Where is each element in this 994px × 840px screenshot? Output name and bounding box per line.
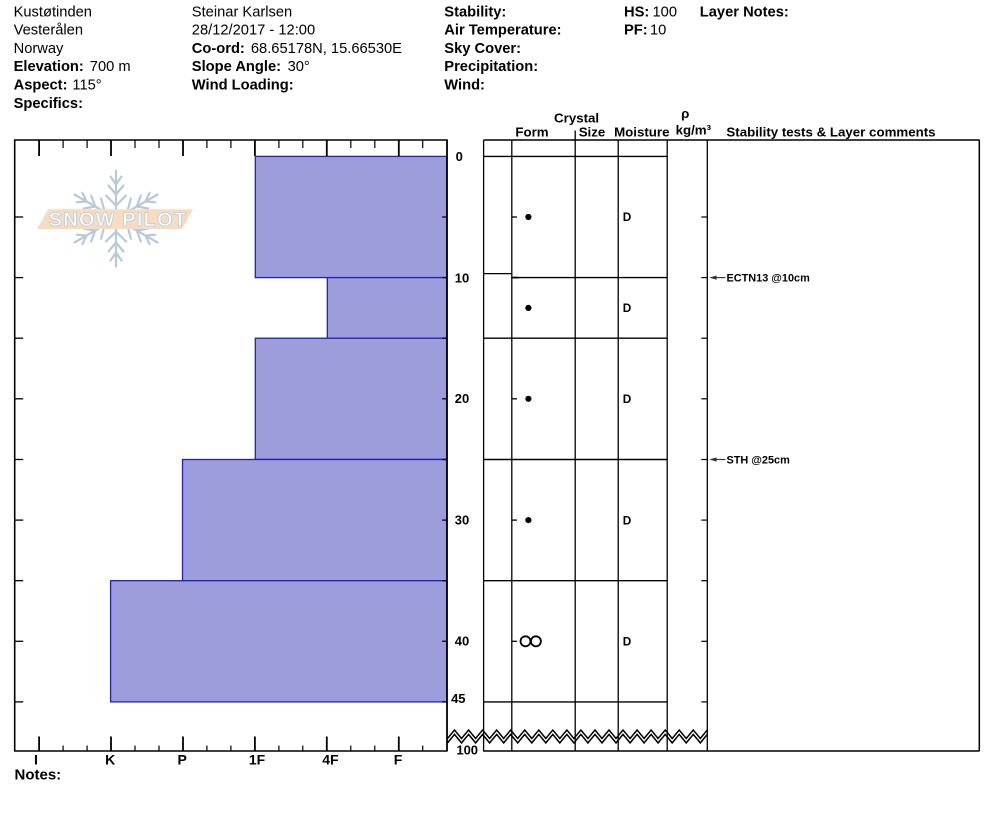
- svg-text:Form: Form: [515, 125, 548, 140]
- svg-text:10: 10: [650, 23, 666, 39]
- svg-text:700 m: 700 m: [90, 59, 131, 75]
- svg-text:D: D: [623, 210, 632, 224]
- svg-text:10: 10: [455, 270, 469, 285]
- svg-text:Size: Size: [579, 125, 606, 140]
- svg-text:100: 100: [456, 742, 478, 757]
- svg-text:PF:: PF:: [624, 23, 648, 39]
- svg-text:1F: 1F: [249, 751, 266, 767]
- svg-text:SNOW PILOT: SNOW PILOT: [49, 209, 187, 231]
- svg-text:Elevation:: Elevation:: [14, 59, 84, 75]
- svg-text:D: D: [623, 301, 632, 315]
- svg-text:Sky Cover:: Sky Cover:: [444, 41, 521, 57]
- svg-text:20: 20: [455, 391, 469, 406]
- svg-text:D: D: [623, 513, 632, 527]
- svg-text:0: 0: [456, 149, 463, 164]
- svg-text:Layer Notes:: Layer Notes:: [700, 4, 789, 20]
- svg-text:Aspect:: Aspect:: [14, 78, 68, 94]
- svg-text:Wind:: Wind:: [444, 78, 485, 94]
- svg-text:ECTN13 @10cm: ECTN13 @10cm: [727, 272, 811, 284]
- svg-text:D: D: [623, 392, 632, 406]
- svg-text:Co-ord:: Co-ord:: [192, 41, 245, 57]
- svg-text:Precipitation:: Precipitation:: [444, 59, 538, 75]
- svg-text:Notes:: Notes:: [15, 767, 62, 784]
- svg-text:I: I: [34, 751, 38, 767]
- svg-text:100: 100: [653, 4, 678, 20]
- svg-text:30°: 30°: [288, 59, 310, 75]
- svg-text:Air Temperature:: Air Temperature:: [444, 23, 561, 39]
- svg-text:28/12/2017 - 12:00: 28/12/2017 - 12:00: [192, 23, 315, 39]
- svg-text:Stability tests & Layer commen: Stability tests & Layer comments: [726, 125, 935, 140]
- svg-text:40: 40: [455, 634, 469, 649]
- svg-text:Specifics:: Specifics:: [14, 96, 83, 112]
- svg-text:Crystal: Crystal: [554, 110, 599, 125]
- svg-text:Moisture: Moisture: [614, 125, 669, 140]
- svg-text:Kustøtinden: Kustøtinden: [14, 4, 92, 20]
- svg-text:Wind Loading:: Wind Loading:: [192, 78, 294, 94]
- svg-text:P: P: [178, 751, 187, 767]
- svg-text:F: F: [394, 751, 403, 767]
- svg-text:D: D: [623, 635, 632, 649]
- svg-text:45: 45: [451, 691, 465, 706]
- svg-text:ρ: ρ: [681, 106, 689, 121]
- svg-text:Stability:: Stability:: [444, 4, 506, 20]
- svg-text:30: 30: [455, 513, 469, 528]
- svg-text:Norway: Norway: [14, 41, 64, 57]
- svg-text:4F: 4F: [322, 751, 339, 767]
- svg-text:115°: 115°: [72, 78, 101, 94]
- svg-text:STH @25cm: STH @25cm: [727, 454, 791, 466]
- svg-text:HS:: HS:: [624, 4, 649, 20]
- svg-text:Steinar Karlsen: Steinar Karlsen: [192, 4, 292, 20]
- svg-text:68.65178N, 15.66530E: 68.65178N, 15.66530E: [251, 41, 402, 57]
- svg-text:K: K: [105, 751, 115, 767]
- svg-text:kg/m³: kg/m³: [676, 122, 712, 137]
- svg-text:Slope Angle:: Slope Angle:: [192, 59, 281, 75]
- svg-text:Vesterålen: Vesterålen: [14, 23, 83, 39]
